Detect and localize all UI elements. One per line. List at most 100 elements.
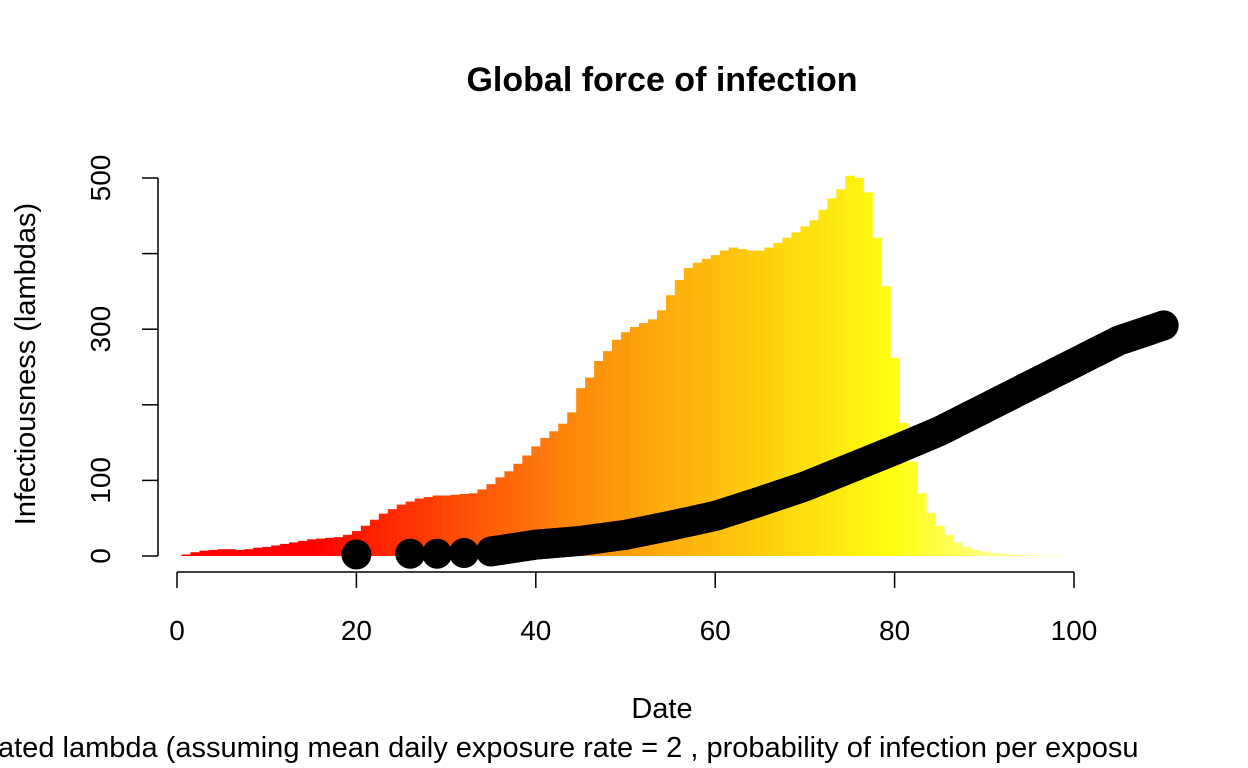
bar — [540, 438, 550, 556]
bar — [674, 280, 685, 556]
bar — [881, 286, 891, 556]
bar — [612, 339, 622, 556]
bar — [576, 388, 586, 556]
bar — [316, 538, 326, 556]
x-tick-label: 40 — [520, 615, 551, 646]
bar — [603, 351, 613, 556]
bar — [836, 189, 846, 556]
bar — [854, 178, 864, 556]
bar — [764, 247, 775, 557]
chart-title: Global force of infection — [466, 61, 857, 99]
bar — [217, 549, 227, 556]
bar — [369, 519, 380, 556]
bar — [899, 422, 909, 556]
bar — [450, 494, 461, 556]
bar — [289, 542, 299, 556]
bar — [872, 237, 882, 556]
bar — [333, 537, 344, 556]
bar — [782, 237, 793, 556]
bar — [531, 446, 541, 556]
bar — [262, 546, 272, 556]
bar — [773, 243, 784, 556]
bar — [728, 247, 739, 557]
bar — [746, 250, 757, 556]
chart-subtitle: ated lambda (assuming mean daily exposur… — [0, 732, 1139, 764]
bar — [325, 537, 335, 556]
bar — [683, 267, 694, 556]
bar — [405, 501, 416, 556]
bar — [961, 546, 972, 556]
bar — [800, 226, 810, 556]
bar — [791, 232, 802, 556]
bar — [387, 509, 398, 556]
bar — [477, 489, 488, 556]
x-tick-label: 60 — [700, 615, 731, 646]
bar — [997, 553, 1008, 556]
data-point — [341, 539, 372, 570]
bar — [360, 525, 371, 556]
bar — [755, 250, 766, 556]
bar — [952, 542, 963, 556]
bar — [522, 455, 532, 556]
bar — [226, 549, 236, 556]
x-tick-label: 80 — [879, 615, 910, 646]
bar — [271, 545, 281, 556]
bar — [1033, 555, 1044, 557]
bar — [244, 549, 254, 556]
bar — [307, 539, 317, 556]
x-tick-label: 100 — [1051, 615, 1098, 646]
bar — [621, 332, 631, 556]
x-tick-label: 0 — [169, 615, 185, 646]
bar — [280, 543, 290, 556]
data-point — [1148, 310, 1179, 341]
bars-layer — [181, 175, 1062, 557]
bar — [809, 220, 819, 556]
bar — [504, 471, 514, 556]
bar — [190, 552, 201, 556]
bar — [423, 497, 434, 556]
bar — [656, 310, 667, 556]
bar — [629, 326, 640, 556]
x-axis-label: Date — [631, 693, 692, 725]
bar — [486, 484, 497, 556]
data-point — [395, 538, 426, 569]
y-tick-label: 500 — [85, 155, 116, 202]
bar — [1006, 554, 1017, 556]
bar — [988, 552, 999, 556]
bar — [934, 525, 945, 556]
data-point — [422, 538, 453, 569]
bar — [208, 549, 218, 556]
bar — [594, 360, 604, 556]
y-tick-label: 0 — [85, 548, 116, 564]
bar — [818, 209, 828, 556]
bar — [970, 549, 981, 556]
bar — [737, 249, 748, 556]
bar — [558, 423, 568, 556]
points-layer — [341, 310, 1179, 570]
bar — [692, 262, 703, 556]
bar — [917, 493, 927, 556]
bar — [396, 504, 407, 556]
bar — [710, 255, 721, 557]
y-axis-label: Infectiousness (lambdas) — [10, 203, 42, 525]
bar — [441, 495, 452, 556]
bar — [513, 463, 523, 556]
bar — [495, 477, 506, 556]
axes-layer: 0 20 40 60 80 100 0 100 300 500 — [85, 155, 1097, 646]
x-tick-label: 20 — [341, 615, 372, 646]
bar — [1051, 555, 1062, 557]
bar — [235, 549, 245, 556]
bar — [647, 319, 658, 556]
bar — [701, 258, 712, 556]
bar — [253, 547, 263, 556]
bar — [567, 412, 577, 556]
bar — [432, 495, 443, 556]
y-tick-label: 100 — [85, 457, 116, 504]
bar — [1015, 555, 1026, 556]
bar — [827, 198, 837, 556]
bar — [943, 534, 954, 556]
bar — [665, 295, 676, 556]
bar — [1042, 555, 1053, 557]
bar — [549, 431, 559, 556]
